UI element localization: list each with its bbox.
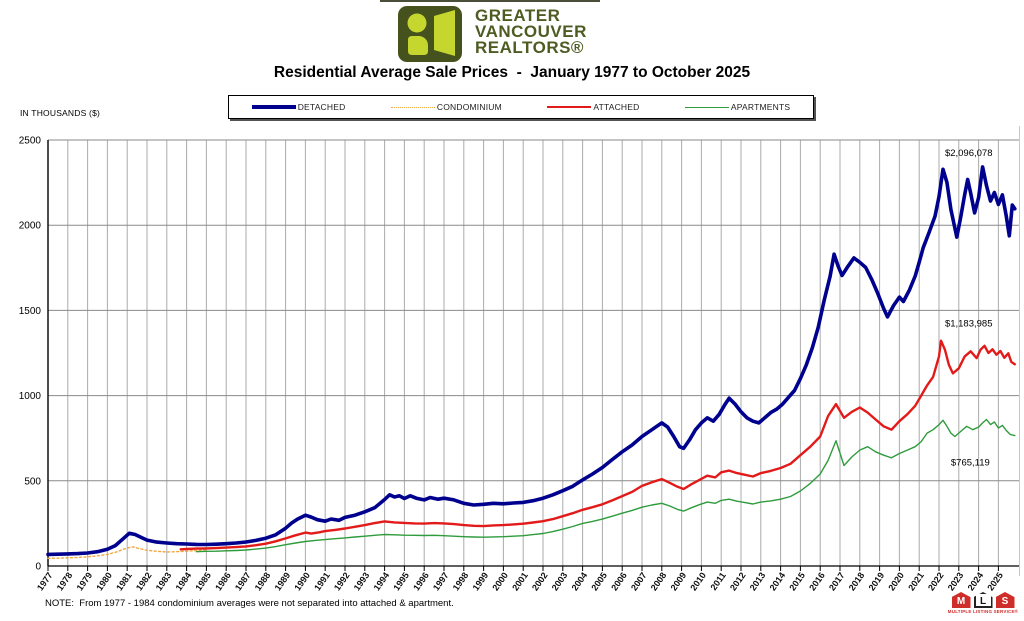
brand-line-1: GREATER	[475, 6, 561, 25]
attached-line-swatch	[547, 106, 592, 108]
x-tick-label: 2005	[589, 570, 609, 592]
x-tick-label: 2022	[926, 570, 946, 592]
brand-text: GREATER VANCOUVER REALTORS®	[475, 6, 587, 57]
x-tick-label: 1987	[233, 570, 253, 592]
x-tick-label: 2018	[847, 570, 867, 592]
x-tick-label: 2019	[867, 570, 887, 592]
brand-line-2: VANCOUVER	[475, 22, 587, 41]
x-tick-label: 2016	[807, 570, 827, 592]
x-tick-label: 2004	[570, 570, 590, 592]
x-tick-label: 2014	[768, 570, 788, 592]
x-tick-label: 2013	[748, 570, 768, 592]
y-tick-label: 0	[35, 562, 41, 573]
gvr-logo-icon	[398, 6, 462, 62]
detached-series-line	[46, 165, 1017, 557]
y-tick-label: 2500	[19, 136, 42, 147]
x-tick-label: 2023	[946, 570, 966, 592]
x-tick-label: 1986	[213, 570, 233, 592]
annotation-attached: $1,183,985	[945, 319, 993, 330]
x-tick-label: 1979	[75, 570, 95, 592]
y-tick-label: 2000	[19, 221, 42, 232]
mls-house-m: M	[951, 592, 971, 608]
legend-label: CONDOMINIUM	[436, 102, 502, 112]
x-tick-label: 2006	[609, 570, 629, 592]
x-tick-label: 2017	[827, 570, 847, 592]
x-tick-label: 1977	[35, 570, 55, 592]
mls-house-l: L	[973, 592, 993, 608]
legend-label: APARTMENTS	[730, 102, 791, 112]
legend-item-attached: ATTACHED	[547, 102, 639, 112]
x-tick-label: 1978	[55, 570, 75, 592]
x-tick-label: 1988	[253, 570, 273, 592]
x-tick-label: 2024	[966, 570, 986, 592]
x-tick-label: 2000	[490, 570, 510, 592]
y-tick-label: 500	[24, 476, 41, 487]
x-tick-label: 2010	[688, 570, 708, 592]
x-tick-label: 1996	[411, 570, 431, 592]
top-edge-artifact	[380, 0, 600, 2]
brand-line-3: REALTORS®	[475, 38, 584, 57]
x-tick-label: 1990	[292, 570, 312, 592]
x-tick-label: 2021	[906, 570, 926, 592]
y-axis-title: IN THOUSANDS ($)	[20, 108, 101, 118]
attached-series-line	[179, 339, 1016, 551]
legend-item-apartments: APARTMENTS	[684, 102, 791, 112]
right-edge-line	[1019, 126, 1020, 576]
detached-line-swatch	[251, 105, 296, 109]
x-tick-label: 2001	[510, 570, 530, 592]
x-tick-label: 1997	[431, 570, 451, 592]
x-tick-label: 1981	[114, 570, 134, 592]
legend-label: ATTACHED	[593, 102, 640, 112]
x-tick-label: 1995	[391, 570, 411, 592]
x-tick-label: 1982	[134, 570, 154, 592]
mls-logo: M L S MULTIPLE LISTING SERVICE®	[947, 592, 1019, 614]
x-tick-label: 2011	[708, 570, 727, 592]
legend-item-condominium: CONDOMINIUM	[390, 102, 502, 112]
x-tick-label: 2008	[649, 570, 669, 592]
mls-houses: M L S	[947, 592, 1019, 608]
gvr-logo: GREATER VANCOUVER REALTORS®	[398, 6, 587, 62]
y-tick-label: 1500	[19, 306, 42, 317]
x-tick-label: 1993	[352, 570, 372, 592]
condominium-series-line	[47, 546, 208, 559]
mls-caption: MULTIPLE LISTING SERVICE®	[947, 609, 1019, 614]
x-tick-label: 1998	[451, 570, 471, 592]
x-tick-label: 1980	[94, 570, 114, 592]
apartments-line-swatch	[684, 106, 729, 108]
x-tick-label: 2020	[886, 570, 906, 592]
legend-item-detached: DETACHED	[251, 102, 346, 112]
x-tick-label: 1983	[154, 570, 174, 592]
x-tick-label: 2007	[629, 570, 649, 592]
y-tick-label: 1000	[19, 391, 42, 402]
apartments-series-line	[195, 418, 1016, 553]
x-tick-label: 1991	[312, 570, 332, 592]
page-title: Residential Average Sale Prices - Januar…	[273, 64, 751, 81]
chart-legend: DETACHED CONDOMINIUM ATTACHED APARTMENTS	[228, 95, 814, 119]
x-tick-label: 1994	[372, 570, 392, 592]
x-tick-label: 2009	[669, 570, 689, 592]
x-tick-label: 2012	[728, 570, 748, 592]
x-tick-label: 2002	[530, 570, 550, 592]
x-tick-label: 2015	[787, 570, 807, 592]
annotation-apartments: $765,119	[951, 457, 990, 468]
x-tick-label: 1984	[174, 570, 194, 592]
x-tick-label: 2025	[985, 570, 1005, 592]
annotation-detached: $2,096,078	[945, 148, 993, 159]
x-tick-label: 2003	[550, 570, 570, 592]
x-tick-label: 1999	[471, 570, 491, 592]
condominium-line-swatch	[390, 106, 435, 108]
mls-house-s: S	[995, 592, 1015, 608]
x-tick-label: 1985	[193, 570, 213, 592]
legend-label: DETACHED	[297, 102, 346, 112]
chart-note: NOTE: From 1977 - 1984 condominium avera…	[45, 598, 454, 609]
x-tick-label: 1989	[273, 570, 293, 592]
x-tick-label: 1992	[332, 570, 352, 592]
